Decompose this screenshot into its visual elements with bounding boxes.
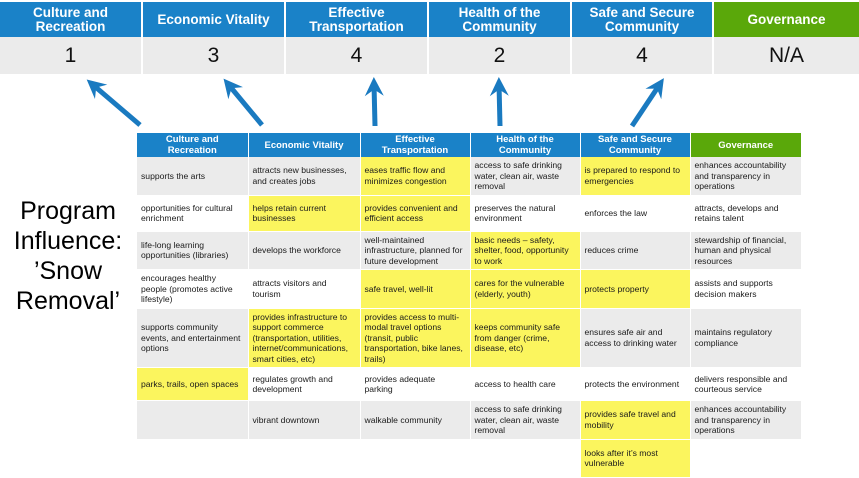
matrix-cell: life-long learning opportunities (librar… (137, 231, 249, 270)
arrow-safe-and-secure-community (629, 78, 664, 128)
matrix-cell: reduces crime (580, 231, 691, 270)
matrix-cell: access to safe drinking water, clean air… (470, 400, 581, 440)
matrix-cell: supports the arts (137, 157, 249, 196)
table-row: supports the arts attracts new businesses… (137, 157, 801, 196)
scorecard-value-safe-and-secure-community: 4 (572, 37, 714, 74)
arrow-economic-vitality (223, 78, 264, 127)
matrix-cell: assists and supports decision makers (690, 269, 801, 309)
matrix-cell: provides convenient and efficient access (360, 195, 471, 232)
matrix-cell: provides adequate parking (360, 367, 471, 401)
matrix-cell: preserves the natural environment (470, 195, 581, 232)
matrix-cell: protects the environment (580, 367, 691, 401)
matrix-cell: enhances accountability and transparency… (690, 157, 801, 196)
matrix-header-economic-vitality: Economic Vitality (248, 133, 361, 157)
matrix-cell: safe travel, well-lit (360, 269, 471, 309)
matrix-cell: protects property (580, 269, 691, 309)
matrix-cell (470, 439, 581, 478)
matrix-cell: supports community events, and entertain… (137, 308, 249, 368)
matrix-header-governance: Governance (690, 133, 801, 157)
scorecard-value-culture-and-recreation: 1 (0, 37, 143, 74)
arrow-effective-transportation (364, 77, 384, 127)
caption-line-1: Program (20, 197, 116, 225)
matrix-cell: eases traffic flow and minimizes congest… (360, 157, 471, 196)
scorecard-header-governance: Governance (714, 2, 859, 37)
matrix-cell: vibrant downtown (248, 400, 361, 440)
matrix-cell: helps retain current businesses (248, 195, 361, 232)
matrix-cell (248, 439, 361, 478)
outcomes-matrix-table: Culture and Recreation Economic Vitality… (137, 133, 801, 478)
matrix-cell: enforces the law (580, 195, 691, 232)
matrix-cell: delivers responsible and courteous servi… (690, 367, 801, 401)
table-row: encourages healthy people (promotes acti… (137, 269, 801, 309)
scorecard-header-effective-transportation: Effective Transportation (286, 2, 429, 37)
scorecard-header-culture-and-recreation: Culture and Recreation (0, 2, 143, 37)
matrix-cell: access to safe drinking water, clean air… (470, 157, 581, 196)
matrix-header-culture-and-recreation: Culture and Recreation (137, 133, 249, 157)
matrix-cell: provides access to multi-modal travel op… (360, 308, 471, 368)
table-row: opportunities for cultural enrichment hel… (137, 195, 801, 232)
matrix-cell: provides safe travel and mobility (580, 400, 691, 440)
matrix-header-row: Culture and Recreation Economic Vitality… (137, 133, 801, 157)
matrix-header-effective-transportation: Effective Transportation (360, 133, 471, 157)
matrix-cell: parks, trails, open spaces (137, 367, 249, 401)
matrix-cell: maintains regulatory compliance (690, 308, 801, 368)
scorecard-value-governance: N/A (714, 37, 859, 74)
scorecard-value-row: 1 3 4 2 4 N/A (0, 37, 859, 74)
matrix-cell: enhances accountability and transparency… (690, 400, 801, 440)
matrix-cell: walkable community (360, 400, 471, 440)
matrix-cell (137, 439, 249, 478)
scorecard-value-effective-transportation: 4 (286, 37, 429, 74)
arrow-group (86, 77, 664, 128)
matrix-cell: encourages healthy people (promotes acti… (137, 269, 249, 309)
matrix-cell: access to health care (470, 367, 581, 401)
caption-line-2: Influence: (13, 227, 123, 255)
table-row: parks, trails, open spaces regulates grow… (137, 367, 801, 401)
matrix-cell: is prepared to respond to emergencies (580, 157, 691, 196)
matrix-cell: well-maintained infrastructure, planned … (360, 231, 471, 270)
scorecard-value-economic-vitality: 3 (143, 37, 286, 74)
table-row: supports community events, and entertain… (137, 308, 801, 368)
program-influence-caption: Program Influence: ’Snow Removal’ (2, 196, 134, 316)
matrix-cell: attracts, develops and retains talent (690, 195, 801, 232)
matrix-cell: attracts visitors and tourism (248, 269, 361, 309)
matrix-cell: provides infrastructure to support comme… (248, 308, 361, 368)
scorecard-value-health-of-the-community: 2 (429, 37, 572, 74)
matrix-cell: cares for the vulnerable (elderly, youth… (470, 269, 581, 309)
arrow-culture-and-recreation (86, 79, 142, 127)
table-row: looks after it’s most vulnerable (137, 439, 801, 478)
scorecard-header-safe-and-secure-community: Safe and Secure Community (572, 2, 714, 37)
matrix-cell: attracts new businesses, and creates job… (248, 157, 361, 196)
matrix-cell: ensures safe air and access to drinking … (580, 308, 691, 368)
strategic-priorities-scorecard: Culture and Recreation Economic Vitality… (0, 2, 859, 74)
caption-line-3: ’Snow (33, 257, 103, 285)
table-row: life-long learning opportunities (librar… (137, 231, 801, 270)
table-row: vibrant downtown walkable community access… (137, 400, 801, 440)
matrix-cell: regulates growth and development (248, 367, 361, 401)
arrow-health-of-the-community (489, 77, 509, 127)
matrix-cell: keeps community safe from danger (crime,… (470, 308, 581, 368)
caption-line-4: Removal’ (15, 287, 121, 315)
scorecard-header-health-of-the-community: Health of the Community (429, 2, 572, 37)
matrix-header-safe-and-secure-community: Safe and Secure Community (580, 133, 691, 157)
scorecard-header-economic-vitality: Economic Vitality (143, 2, 286, 37)
matrix-cell (690, 439, 801, 478)
matrix-cell: basic needs – safety, shelter, food, opp… (470, 231, 581, 270)
matrix-cell: develops the workforce (248, 231, 361, 270)
matrix-cell (137, 400, 249, 440)
matrix-cell: opportunities for cultural enrichment (137, 195, 249, 232)
scorecard-header-row: Culture and Recreation Economic Vitality… (0, 2, 859, 37)
matrix-header-health-of-the-community: Health of the Community (470, 133, 581, 157)
matrix-cell: looks after it’s most vulnerable (580, 439, 691, 478)
matrix-cell: stewardship of financial, human and phys… (690, 231, 801, 270)
matrix-cell (360, 439, 471, 478)
